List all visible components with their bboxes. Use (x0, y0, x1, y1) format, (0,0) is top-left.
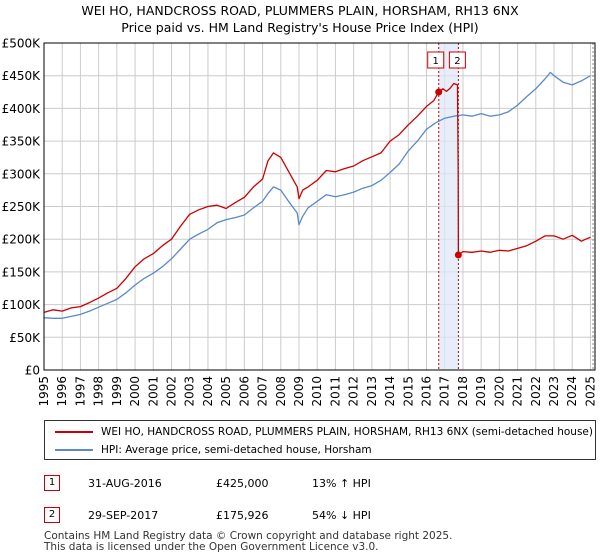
x-tick-label: 2014 (383, 376, 397, 407)
sale-point (454, 251, 462, 259)
x-tick-label: 2019 (474, 376, 488, 407)
x-tick-label: 2023 (547, 376, 561, 407)
x-tick-label: 2010 (310, 376, 324, 407)
footer-license: This data is licensed under the Open Gov… (44, 541, 379, 553)
x-tick-label: 2008 (274, 376, 288, 407)
x-tick-label: 2025 (583, 376, 597, 407)
x-tick-label: 2005 (219, 376, 233, 407)
y-tick-label: £150K (2, 265, 42, 279)
legend-swatch-hpi (55, 449, 93, 451)
x-tick-label: 1997 (73, 376, 87, 407)
sale-badge: 2 (44, 507, 60, 523)
chart-legend: WEI HO, HANDCROSS ROAD, PLUMMERS PLAIN, … (44, 420, 596, 460)
x-tick-label: 2021 (511, 376, 525, 407)
x-tick-label: 1999 (110, 376, 124, 407)
chart-title-line1: WEI HO, HANDCROSS ROAD, PLUMMERS PLAIN, … (81, 3, 519, 18)
y-tick-label: £250K (2, 200, 42, 214)
y-tick-label: £350K (2, 135, 42, 149)
sale-label-number: 1 (433, 56, 439, 67)
x-tick-label: 2020 (492, 376, 506, 407)
y-tick-label: £300K (2, 167, 42, 181)
sale-badge: 1 (44, 475, 60, 491)
x-tick-label: 2022 (529, 376, 543, 407)
legend-label-price: WEI HO, HANDCROSS ROAD, PLUMMERS PLAIN, … (101, 426, 593, 438)
sale-label-number: 2 (454, 56, 460, 67)
x-tick-label: 2011 (328, 376, 342, 407)
x-tick-label: 2001 (146, 376, 160, 407)
sale-date: 31-AUG-2016 (88, 477, 162, 490)
sale-row: 2 29-SEP-2017 £175,926 54% ↓ HPI (44, 506, 444, 526)
x-tick-label: 2007 (256, 376, 270, 407)
y-tick-label: £50K (9, 331, 41, 345)
sale-label-box (427, 51, 445, 69)
x-tick-label: 2006 (237, 376, 251, 407)
x-tick-label: 2009 (292, 376, 306, 407)
sale-price: £175,926 (216, 509, 269, 522)
x-tick-label: 2003 (183, 376, 197, 407)
y-tick-label: £500K (2, 37, 42, 51)
sale-row: 1 31-AUG-2016 £425,000 13% ↑ HPI (44, 474, 444, 494)
x-tick-label: 2024 (565, 376, 579, 407)
legend-item-hpi: HPI: Average price, semi-detached house,… (45, 441, 595, 459)
sale-price: £425,000 (216, 477, 269, 490)
x-tick-label: 2002 (165, 376, 179, 407)
x-tick-label: 2012 (347, 376, 361, 407)
x-tick-label: 2015 (401, 376, 415, 407)
sale-period-shade (438, 43, 459, 370)
price-paid-line (43, 82, 591, 314)
x-tick-label: 2018 (456, 376, 470, 407)
price-chart: 1 2 £0 £50K £100K £150K £200K £250K £300K £350K £… (2, 37, 598, 407)
y-tick-label: £0 (25, 364, 40, 378)
hpi-line (43, 71, 591, 319)
x-tick-label: 1998 (92, 376, 106, 407)
x-tick-label: 1995 (37, 376, 51, 407)
footer: Contains HM Land Registry data © Crown c… (44, 531, 452, 553)
x-tick-label: 1996 (55, 376, 69, 407)
x-tick-label: 2004 (201, 376, 215, 407)
x-tick-label: 2016 (420, 376, 434, 407)
sale-point (435, 88, 443, 96)
sale-date: 29-SEP-2017 (88, 509, 159, 522)
y-tick-label: £450K (2, 69, 42, 83)
x-tick-label: 2013 (365, 376, 379, 407)
y-tick-label: £200K (2, 233, 42, 247)
x-tick-label: 2000 (128, 376, 142, 407)
x-tick-label: 2017 (438, 376, 452, 407)
sale-label-box (448, 51, 466, 69)
y-tick-label: £100K (2, 298, 42, 312)
footer-copyright: Contains HM Land Registry data © Crown c… (44, 530, 453, 542)
y-tick-label: £400K (2, 102, 42, 116)
legend-label-hpi: HPI: Average price, semi-detached house,… (101, 444, 372, 456)
plot-frame (43, 42, 596, 371)
legend-item-price: WEI HO, HANDCROSS ROAD, PLUMMERS PLAIN, … (45, 423, 595, 441)
sale-hpi-change: 54% ↓ HPI (312, 509, 371, 522)
sale-hpi-change: 13% ↑ HPI (312, 477, 371, 490)
legend-swatch-price (55, 431, 93, 433)
chart-title-line2: Price paid vs. HM Land Registry's House … (121, 20, 479, 35)
